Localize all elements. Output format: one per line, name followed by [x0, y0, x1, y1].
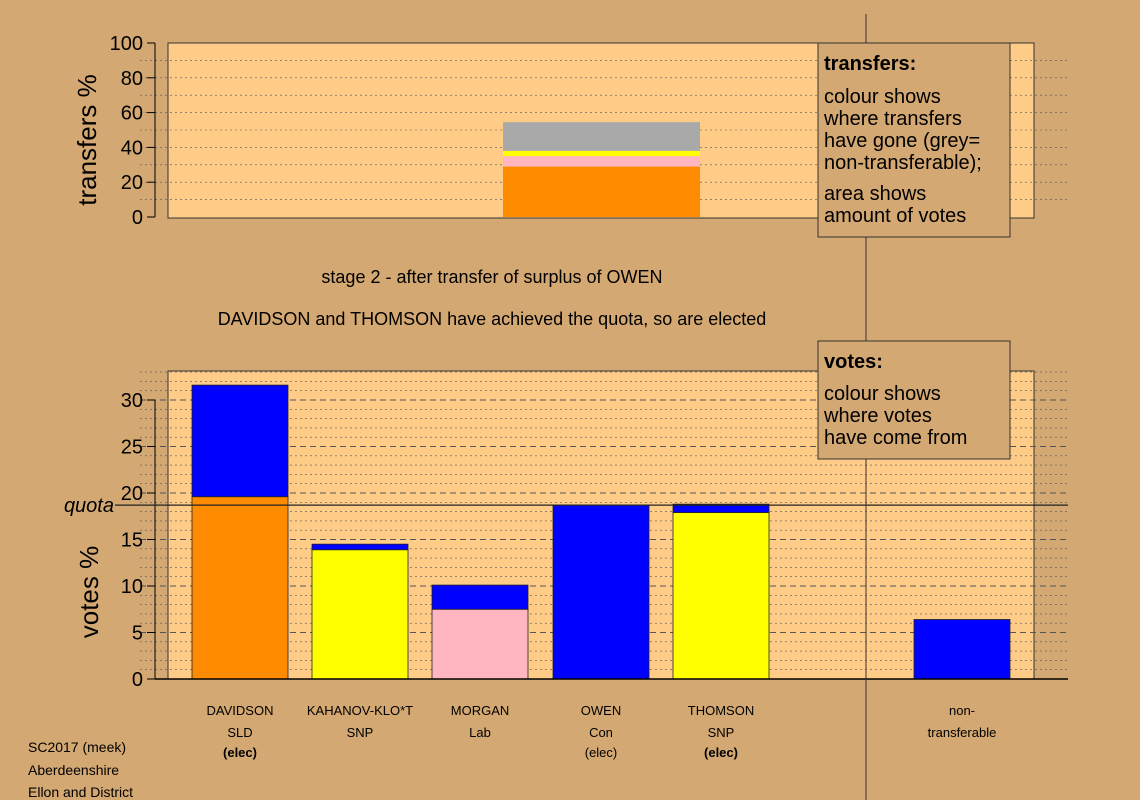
transfer-segment: [503, 166, 700, 217]
footer-line: Ellon and District: [28, 784, 133, 800]
vote-segment: [913, 619, 1011, 680]
quota-line: quota: [64, 495, 1068, 517]
y-tick-label: 15: [121, 530, 143, 552]
vote-segment: [191, 384, 289, 498]
y-tick-label: 10: [121, 576, 143, 598]
vote-segment: [311, 543, 409, 551]
y-tick-label: 0: [132, 207, 143, 229]
y-tick-label: 100: [110, 33, 143, 55]
transfers-legend-line: amount of votes: [824, 205, 966, 227]
candidate-party: SLD: [227, 725, 252, 740]
candidate-name: MORGAN: [451, 703, 510, 718]
transfers-y-ticks: 0 20 40 60 80 100: [110, 33, 156, 229]
votes-legend-box: votes: colour shows where votes have com…: [817, 340, 1011, 460]
y-tick-label: 60: [121, 103, 143, 125]
votes-bars: [191, 384, 1011, 680]
stage-message: stage 2 - after transfer of surplus of O…: [321, 267, 662, 287]
candidate-labels: DAVIDSON SLD (elec) KAHANOV-KLO*T SNP MORGAN L…: [207, 703, 997, 760]
candidate-party: transferable: [928, 725, 997, 740]
transfers-legend-box: transfers: colour shows where transfers …: [817, 42, 1011, 238]
transfers-legend-line: colour shows: [824, 86, 941, 108]
candidate-name: non-: [949, 703, 975, 718]
votes-legend-line: colour shows: [824, 383, 941, 405]
transfers-legend-line: non-transferable);: [824, 152, 982, 174]
votes-legend-heading: votes:: [824, 351, 883, 373]
y-tick-label: 5: [132, 623, 143, 645]
transfers-legend-line: where transfers: [823, 108, 962, 130]
candidate-status: (elec): [585, 745, 618, 760]
candidate-party: Lab: [469, 725, 491, 740]
candidate-name: OWEN: [581, 703, 621, 718]
transfers-legend-heading: transfers:: [824, 53, 916, 75]
vote-segment: [552, 504, 650, 680]
transfers-legend-line: have gone (grey=: [824, 130, 980, 152]
transfers-bar: [503, 122, 700, 217]
candidate-name: KAHANOV-KLO*T: [307, 703, 413, 718]
y-tick-label: 30: [121, 390, 143, 412]
vote-segment: [191, 496, 289, 680]
transfer-segment: [503, 150, 700, 154]
candidate-status: (elec): [704, 745, 738, 760]
vote-segment: [672, 512, 770, 680]
footer-line: SC2017 (meek): [28, 739, 126, 755]
votes-y-label: votes %: [74, 546, 104, 639]
candidate-name: THOMSON: [688, 703, 754, 718]
vote-segment: [431, 608, 529, 680]
votes-y-ticks: 0 5 10 15 20 25 30: [121, 390, 156, 691]
transfer-segment: [503, 156, 700, 167]
y-tick-label: 80: [121, 68, 143, 90]
candidate-party: SNP: [347, 725, 374, 740]
votes-legend-line: where votes: [823, 405, 932, 427]
vote-segment: [672, 503, 770, 513]
votes-legend-line: have come from: [824, 427, 967, 449]
transfer-segment: [503, 153, 700, 157]
transfers-y-label: transfers %: [72, 74, 102, 206]
vote-segment: [311, 549, 409, 680]
transfer-segment: [503, 122, 700, 151]
quota-label: quota: [64, 495, 114, 517]
candidate-party: Con: [589, 725, 613, 740]
elected-message: DAVIDSON and THOMSON have achieved the q…: [218, 309, 767, 329]
y-tick-label: 40: [121, 137, 143, 159]
y-tick-label: 20: [121, 483, 143, 505]
footer-line: Aberdeenshire: [28, 762, 119, 778]
candidate-party: SNP: [708, 725, 735, 740]
y-tick-label: 25: [121, 437, 143, 459]
candidate-status: (elec): [223, 745, 257, 760]
vote-segment: [431, 584, 529, 610]
candidate-name: DAVIDSON: [207, 703, 274, 718]
y-tick-label: 20: [121, 172, 143, 194]
transfers-legend-line: area shows: [824, 183, 926, 205]
y-tick-label: 0: [132, 669, 143, 691]
